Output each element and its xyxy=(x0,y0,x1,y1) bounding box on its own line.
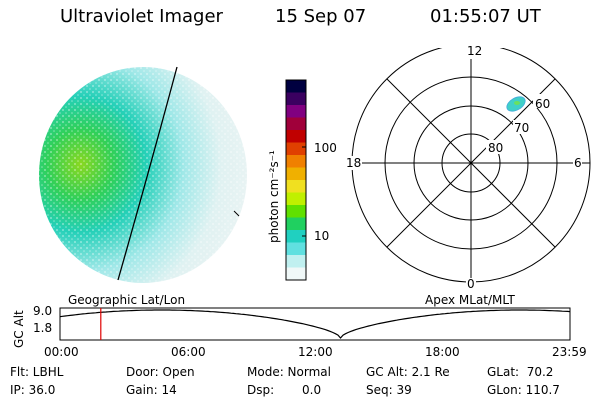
info-door: Door: Open xyxy=(126,365,195,379)
info-glon: GLon: 110.7 xyxy=(487,383,560,397)
lat-label-70: 70 xyxy=(514,121,530,135)
color-bar: photon cm⁻²s⁻¹ xyxy=(267,79,307,281)
color-bar-cell xyxy=(286,142,306,156)
color-bar-cell xyxy=(286,205,306,218)
info-gain: Gain: 14 xyxy=(126,383,177,397)
color-bar-tick-10: 10 xyxy=(314,229,330,243)
color-bar-tick-100: 100 xyxy=(314,141,337,155)
earth-image xyxy=(39,66,247,283)
color-bar-cell xyxy=(286,155,306,168)
time-label: 01:55:07 UT xyxy=(430,6,541,27)
info-mode: Mode: Normal xyxy=(247,365,331,379)
color-bar-cell xyxy=(286,92,306,106)
x-label-1200: 12:00 xyxy=(298,345,333,359)
color-bar-cell xyxy=(286,242,306,256)
instrument-title: Ultraviolet Imager xyxy=(60,6,223,27)
mlt-label-12: 12 xyxy=(467,44,483,58)
mlt-label-6: 6 xyxy=(574,156,582,170)
timeline-axis-label: GC Alt xyxy=(12,310,26,348)
color-bar-cell xyxy=(286,230,306,243)
color-bar-cell xyxy=(286,267,306,281)
y-label-max: 9.0 xyxy=(33,304,53,318)
color-bar-cell xyxy=(286,105,306,118)
color-bar-cell xyxy=(286,80,306,93)
color-bar-unit: photon cm⁻²s⁻¹ xyxy=(267,150,281,243)
info-seq: Seq: 39 xyxy=(366,383,412,397)
color-bar-cell xyxy=(286,255,306,268)
timeline-right-title: Apex MLat/MLT xyxy=(425,293,515,307)
lat-label-60: 60 xyxy=(535,97,551,111)
mlt-label-0: 0 xyxy=(467,277,475,291)
color-bar-cell xyxy=(286,180,306,193)
terminator-line xyxy=(117,66,178,281)
altitude-curve xyxy=(59,309,571,339)
x-label-0600: 06:00 xyxy=(171,345,206,359)
color-bar-cell xyxy=(286,167,306,181)
x-label-2359: 23:59 xyxy=(552,345,587,359)
color-bar-cell xyxy=(286,130,306,143)
lat-label-80: 80 xyxy=(488,141,504,155)
info-dsp-value: 0.0 xyxy=(302,383,322,397)
x-label-0000: 00:00 xyxy=(44,345,79,359)
mlt-label-18: 18 xyxy=(346,156,362,170)
info-filter: Flt: LBHL xyxy=(10,365,64,379)
info-ip: IP: 36.0 xyxy=(10,383,56,397)
date-label: 15 Sep 07 xyxy=(275,6,367,27)
color-bar-cell xyxy=(286,117,306,131)
timeline-chart: GC Alt xyxy=(12,307,571,348)
info-dsp-label: Dsp: xyxy=(247,383,275,397)
color-bar-cell xyxy=(286,217,306,231)
x-label-1800: 18:00 xyxy=(425,345,460,359)
y-label-min: 1.8 xyxy=(33,321,53,335)
polar-plot xyxy=(346,48,591,288)
info-gc-alt: GC Alt: 2.1 Re xyxy=(366,365,450,379)
timeline-left-title: Geographic Lat/Lon xyxy=(68,293,186,307)
info-glat: GLat: 70.2 xyxy=(487,365,554,379)
color-bar-cell xyxy=(286,192,306,206)
